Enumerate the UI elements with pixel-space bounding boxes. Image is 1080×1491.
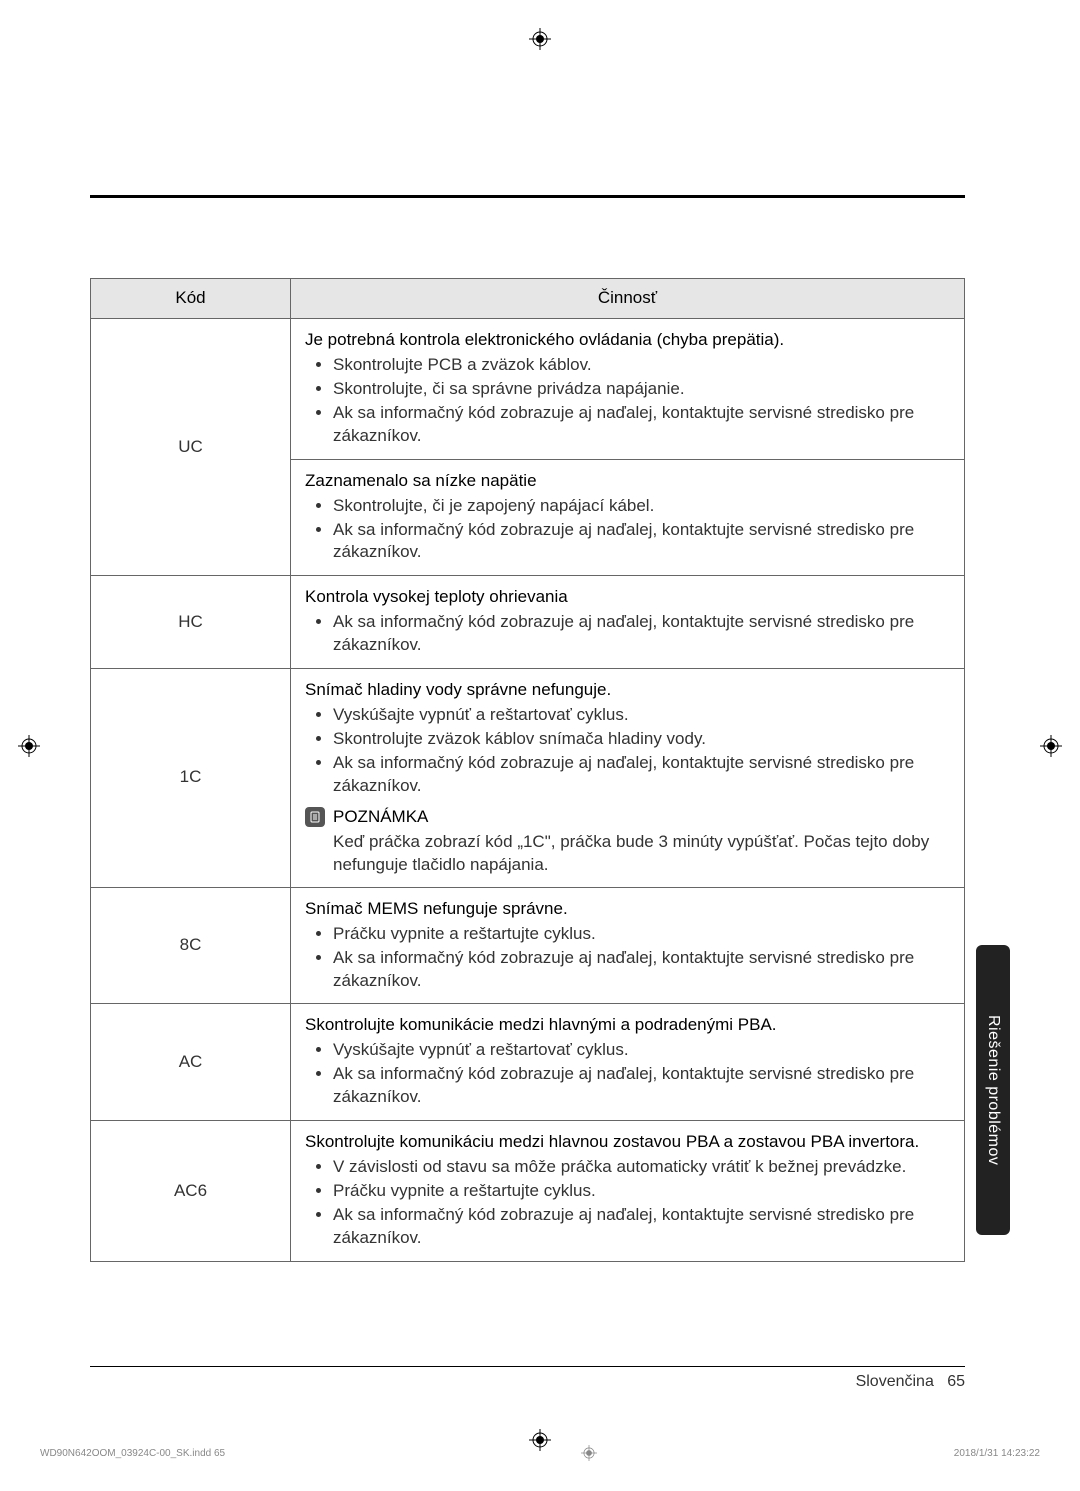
print-date: 2018/1/31 14:23:22 [954,1448,1040,1459]
action-cell: Kontrola vysokej teploty ohrievania Ak s… [291,576,965,669]
page-footer: Slovenčina 65 [90,1366,965,1391]
list-item: Ak sa informačný kód zobrazuje aj naďale… [333,402,950,448]
header-action: Činnosť [291,279,965,319]
action-lead: Je potrebná kontrola elektronického ovlá… [305,329,950,352]
list-item: Skontrolujte PCB a zväzok káblov. [333,354,950,377]
note-body: Keď práčka zobrazí kód „1C", práčka bude… [333,831,950,877]
error-code-table: Kód Činnosť UC Je potrebná kontrola elek… [90,278,965,1262]
action-lead: Snímač MEMS nefunguje správne. [305,898,950,921]
list-item: Ak sa informačný kód zobrazuje aj naďale… [333,611,950,657]
action-list: Skontrolujte, či je zapojený napájací ká… [305,495,950,565]
page-content: Kód Činnosť UC Je potrebná kontrola elek… [90,195,965,1262]
footer-language: Slovenčina [856,1373,934,1390]
table-row: 1C Snímač hladiny vody správne nefunguje… [91,669,965,888]
registration-mark-icon [1040,735,1062,757]
action-cell: Je potrebná kontrola elektronického ovlá… [291,318,965,459]
list-item: Ak sa informačný kód zobrazuje aj naďale… [333,1063,950,1109]
list-item: Ak sa informačný kód zobrazuje aj naďale… [333,752,950,798]
top-rule [90,195,965,198]
list-item: Práčku vypnite a reštartujte cyklus. [333,923,950,946]
code-cell: AC6 [91,1121,291,1262]
list-item: Ak sa informačný kód zobrazuje aj naďale… [333,947,950,993]
section-tab-label: Riešenie problémov [984,1015,1002,1165]
note-label: POZNÁMKA [333,806,428,829]
registration-mark-icon [18,735,40,757]
list-item: Vyskúšajte vypnúť a reštartovať cyklus. [333,1039,950,1062]
registration-mark-icon [529,28,551,50]
print-file: WD90N642OOM_03924C-00_SK.indd 65 [40,1448,225,1459]
list-item: Skontrolujte, či sa správne privádza nap… [333,378,950,401]
code-cell: HC [91,576,291,669]
action-lead: Skontrolujte komunikáciu medzi hlavnou z… [305,1131,950,1154]
list-item: Práčku vypnite a reštartujte cyklus. [333,1180,950,1203]
action-lead: Skontrolujte komunikácie medzi hlavnými … [305,1014,950,1037]
list-item: Skontrolujte zväzok káblov snímača hladi… [333,728,950,751]
action-lead: Kontrola vysokej teploty ohrievania [305,586,950,609]
list-item: Ak sa informačný kód zobrazuje aj naďale… [333,519,950,565]
action-cell: Snímač MEMS nefunguje správne. Práčku vy… [291,887,965,1004]
footer-page-number: 65 [947,1373,965,1390]
action-lead: Zaznamenalo sa nízke napätie [305,470,950,493]
section-tab: Riešenie problémov [976,945,1010,1235]
header-code: Kód [91,279,291,319]
action-list: V závislosti od stavu sa môže práčka aut… [305,1156,950,1250]
table-row: UC Je potrebná kontrola elektronického o… [91,318,965,459]
action-list: Vyskúšajte vypnúť a reštartovať cyklus. … [305,704,950,798]
list-item: V závislosti od stavu sa môže práčka aut… [333,1156,950,1179]
table-row: 8C Snímač MEMS nefunguje správne. Práčku… [91,887,965,1004]
print-footer: WD90N642OOM_03924C-00_SK.indd 65 2018/1/… [40,1445,1040,1461]
action-list: Práčku vypnite a reštartujte cyklus. Ak … [305,923,950,993]
action-list: Skontrolujte PCB a zväzok káblov. Skontr… [305,354,950,448]
table-row: AC Skontrolujte komunikácie medzi hlavný… [91,1004,965,1121]
code-cell: 8C [91,887,291,1004]
table-row: HC Kontrola vysokej teploty ohrievania A… [91,576,965,669]
action-list: Ak sa informačný kód zobrazuje aj naďale… [305,611,950,657]
note-row: POZNÁMKA [305,806,950,829]
action-lead: Snímač hladiny vody správne nefunguje. [305,679,950,702]
action-list: Vyskúšajte vypnúť a reštartovať cyklus. … [305,1039,950,1109]
list-item: Ak sa informačný kód zobrazuje aj naďale… [333,1204,950,1250]
note-icon [305,807,325,827]
code-cell: UC [91,318,291,575]
code-cell: 1C [91,669,291,888]
code-cell: AC [91,1004,291,1121]
registration-mark-icon [581,1445,597,1461]
action-cell: Zaznamenalo sa nízke napätie Skontrolujt… [291,459,965,576]
table-header-row: Kód Činnosť [91,279,965,319]
list-item: Vyskúšajte vypnúť a reštartovať cyklus. [333,704,950,727]
action-cell: Skontrolujte komunikácie medzi hlavnými … [291,1004,965,1121]
table-row: AC6 Skontrolujte komunikáciu medzi hlavn… [91,1121,965,1262]
action-cell: Snímač hladiny vody správne nefunguje. V… [291,669,965,888]
list-item: Skontrolujte, či je zapojený napájací ká… [333,495,950,518]
action-cell: Skontrolujte komunikáciu medzi hlavnou z… [291,1121,965,1262]
